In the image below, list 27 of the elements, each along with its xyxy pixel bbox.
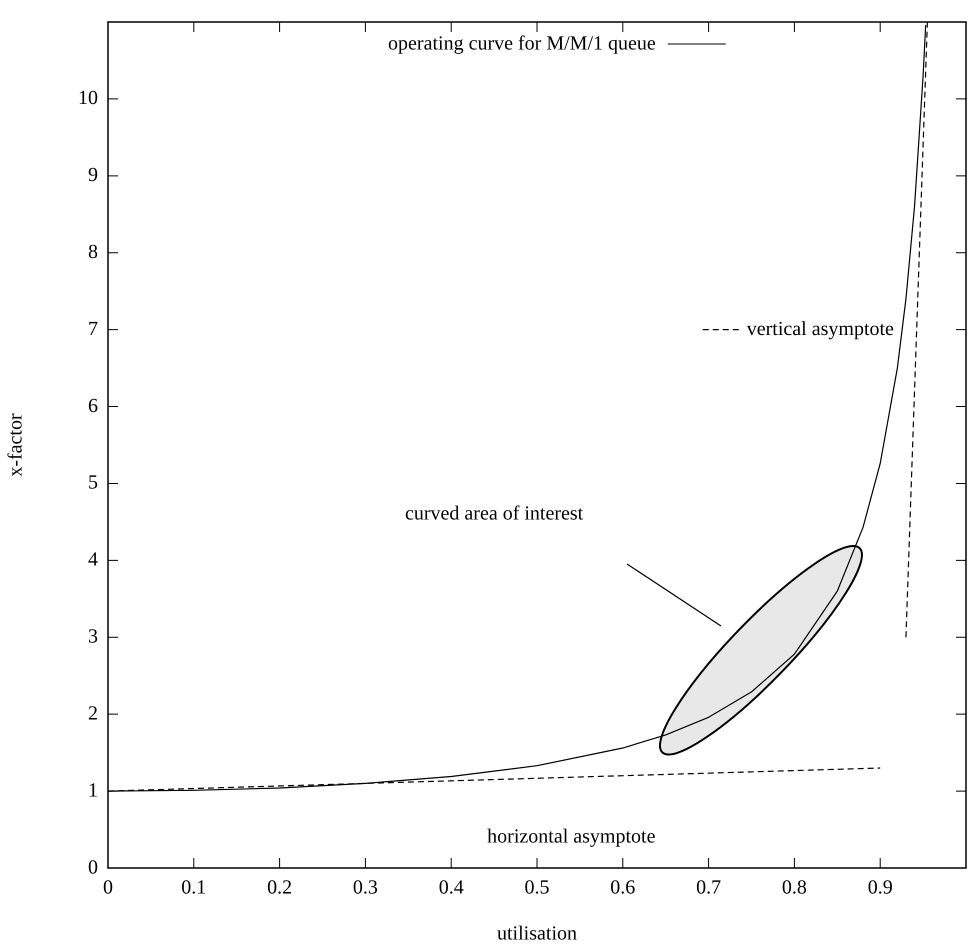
x-tick-label: 0.5 <box>524 876 550 898</box>
x-tick-label: 0 <box>103 876 113 898</box>
x-tick-label: 0.8 <box>782 876 807 898</box>
x-tick-label: 0.9 <box>868 876 893 898</box>
x-tick-label: 0.2 <box>267 876 292 898</box>
x-axis-title: utilisation <box>497 922 577 944</box>
x-tick-label: 0.6 <box>610 876 636 898</box>
y-tick-label: 6 <box>88 394 98 417</box>
y-tick-label: 8 <box>88 240 98 263</box>
legend-label: vertical asymptote <box>746 318 894 340</box>
y-axis-title: x-factor <box>4 413 26 477</box>
text: operating curve for M/M/1 queue <box>388 32 656 54</box>
y-tick-label: 10 <box>78 87 98 110</box>
y-tick-label: 7 <box>88 318 98 340</box>
annotation: curved area of interest <box>404 502 584 524</box>
y-tick-label: 5 <box>88 472 98 494</box>
text: horizontal asymptote <box>487 825 656 848</box>
y-tick-label: 1 <box>88 779 98 802</box>
y-tick-label: 2 <box>88 702 98 724</box>
y-tick-label: 9 <box>88 164 98 186</box>
y-tick-label: 3 <box>88 626 98 648</box>
x-tick-label: 0.7 <box>696 876 722 898</box>
y-tick-label: 4 <box>88 548 98 571</box>
x-tick-label: 0.4 <box>438 876 464 898</box>
y-tick-label: 0 <box>88 856 98 878</box>
x-tick-label: 0.3 <box>352 876 378 898</box>
x-tick-label: 0.1 <box>181 876 206 898</box>
